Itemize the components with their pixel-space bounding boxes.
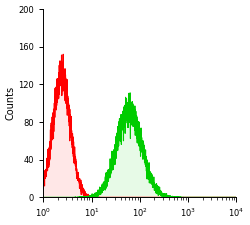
Y-axis label: Counts: Counts <box>6 86 16 120</box>
